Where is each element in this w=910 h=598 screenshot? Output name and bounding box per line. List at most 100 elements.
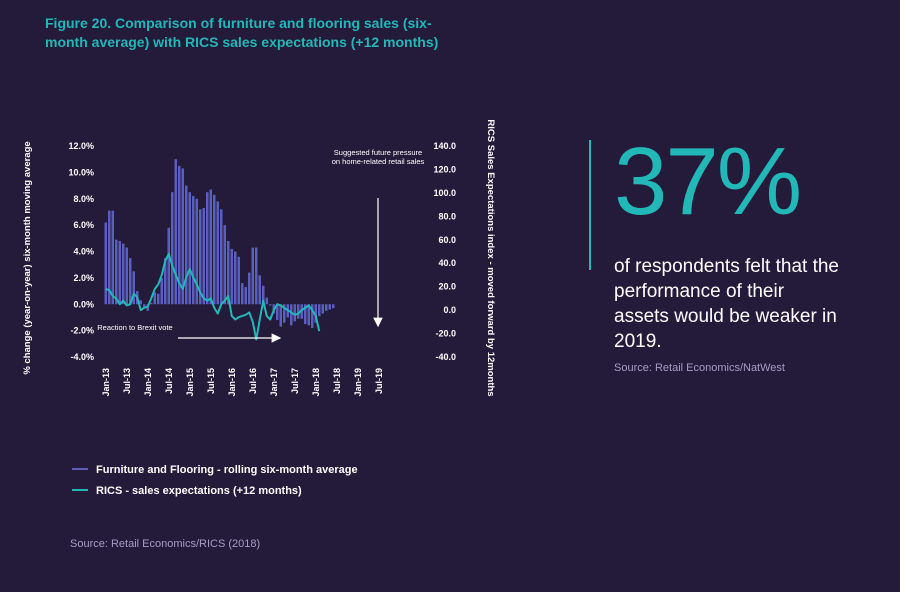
bar xyxy=(223,225,226,305)
bar xyxy=(132,271,135,305)
bar xyxy=(209,189,212,305)
bar xyxy=(108,210,111,305)
bar xyxy=(304,304,307,325)
left-axis-label: % change (year-on-year) six-month moving… xyxy=(22,141,33,374)
x-tick-label: Jan-17 xyxy=(269,368,279,397)
right-tick-label: 60.0 xyxy=(438,235,456,245)
line-layer xyxy=(105,252,321,341)
bar xyxy=(122,243,125,305)
bar xyxy=(185,185,188,305)
bar xyxy=(276,304,279,321)
x-tick-label: Jan-16 xyxy=(227,368,237,397)
bar xyxy=(251,247,254,305)
bar xyxy=(220,209,223,305)
bar xyxy=(125,247,128,305)
bar xyxy=(321,304,324,314)
left-tick-label: 12.0% xyxy=(68,141,94,151)
bar xyxy=(164,258,167,305)
bar xyxy=(174,159,177,305)
bar xyxy=(262,285,265,305)
right-tick-label: -40.0 xyxy=(435,352,456,362)
bar xyxy=(227,240,230,305)
right-tick-label: 40.0 xyxy=(438,258,456,268)
left-tick-label: -2.0% xyxy=(70,326,94,336)
bar xyxy=(241,283,244,305)
bar xyxy=(160,277,163,305)
annotation-brexit: Reaction to Brexit vote xyxy=(97,323,172,332)
right-tick-label: 20.0 xyxy=(438,282,456,292)
bar xyxy=(129,258,132,305)
legend: Furniture and Flooring - rolling six-mon… xyxy=(72,464,358,497)
bar xyxy=(104,222,107,305)
x-tick-label: Jul-18 xyxy=(332,368,342,394)
x-tick-label: Jul-19 xyxy=(374,368,384,394)
x-tick-label: Jan-14 xyxy=(143,368,153,397)
bar xyxy=(143,304,146,309)
bar xyxy=(307,304,310,326)
bar xyxy=(269,304,272,306)
x-tick-label: Jul-15 xyxy=(206,368,216,394)
right-axis-label: RICS Sales Expectations index - moved fo… xyxy=(485,119,496,396)
stat-description: of respondents felt that the performance… xyxy=(614,256,839,352)
bar xyxy=(293,304,296,322)
x-axis-ticks: Jan-13 Jul-13 Jan-14 Jul-14 Jan-15 Jul-15 Jan-… xyxy=(101,368,384,397)
bar xyxy=(318,304,321,317)
bar xyxy=(167,227,170,305)
x-tick-label: Jan-13 xyxy=(101,368,111,397)
right-tick-label: -20.0 xyxy=(435,329,456,339)
bar xyxy=(181,168,184,305)
x-tick-label: Jan-15 xyxy=(185,368,195,397)
bar xyxy=(178,165,181,305)
left-tick-label: 8.0% xyxy=(73,194,94,204)
legend-bar-label: Furniture and Flooring - rolling six-mon… xyxy=(96,464,358,476)
bar xyxy=(279,304,282,327)
bar xyxy=(265,297,268,305)
bar xyxy=(202,207,205,305)
right-axis-ticks: 140.0 120.0 100.0 80.0 60.0 40.0 20.0 0.0 -20.0 -… xyxy=(433,141,456,362)
bar xyxy=(325,304,328,311)
bar xyxy=(139,300,142,305)
bar xyxy=(213,194,216,305)
chart: 12.0% 10.0% 8.0% 6.0% 4.0% 2.0% 0.0% -2.0% -4.0%… xyxy=(22,119,496,497)
bar xyxy=(328,304,331,310)
left-tick-label: 6.0% xyxy=(73,220,94,230)
bar xyxy=(153,292,156,305)
bar xyxy=(111,210,114,305)
bar xyxy=(199,209,202,305)
right-tick-label: 100.0 xyxy=(433,188,456,198)
left-tick-label: 0.0% xyxy=(73,299,94,309)
bar xyxy=(192,196,195,305)
x-tick-label: Jul-13 xyxy=(122,368,132,394)
bar xyxy=(311,304,314,328)
left-tick-label: 2.0% xyxy=(73,273,94,283)
bar xyxy=(150,302,153,305)
bar xyxy=(115,239,118,305)
right-tick-label: 120.0 xyxy=(433,164,456,174)
bar xyxy=(314,304,317,323)
bar xyxy=(206,192,209,305)
left-tick-label: -4.0% xyxy=(70,352,94,362)
chart-source: Source: Retail Economics/RICS (2018) xyxy=(70,538,261,550)
left-tick-label: 4.0% xyxy=(73,247,94,257)
stat-source: Source: Retail Economics/NatWest xyxy=(614,362,785,374)
bar xyxy=(171,192,174,305)
x-tick-label: Jan-19 xyxy=(353,368,363,397)
bar xyxy=(258,275,261,305)
stat-value: 37% xyxy=(614,128,802,235)
infographic-panel xyxy=(0,0,900,592)
x-tick-label: Jul-14 xyxy=(164,368,174,394)
left-tick-label: 10.0% xyxy=(68,167,94,177)
bar xyxy=(195,198,198,305)
bar xyxy=(332,304,335,309)
right-tick-label: 80.0 xyxy=(438,211,456,221)
legend-line-label: RICS - sales expectations (+12 months) xyxy=(96,485,302,497)
x-tick-label: Jul-17 xyxy=(290,368,300,394)
bars-layer xyxy=(104,159,335,328)
annotation-future-pressure: Suggested future pressure on home-relate… xyxy=(331,148,425,166)
bar xyxy=(237,256,240,305)
rics-line xyxy=(105,252,321,341)
bar xyxy=(118,240,121,305)
bar xyxy=(234,251,237,305)
x-tick-label: Jan-18 xyxy=(311,368,321,397)
stat-divider xyxy=(589,140,591,270)
